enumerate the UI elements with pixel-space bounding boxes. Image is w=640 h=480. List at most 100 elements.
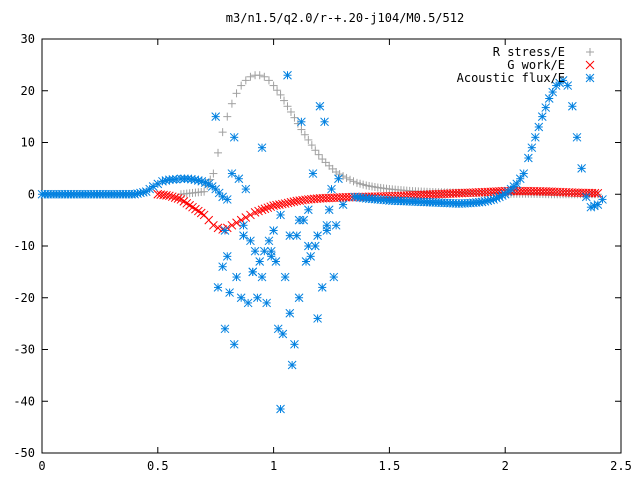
data-point: [234, 174, 244, 184]
data-point: [246, 236, 255, 246]
data-point: [593, 200, 603, 209]
data-point: [213, 223, 223, 233]
data-point: [278, 329, 288, 339]
data-point: [563, 81, 573, 90]
data-point: [190, 175, 200, 185]
data-point: [260, 204, 270, 214]
legend-label: Acoustic flux/E: [457, 71, 565, 85]
data-point: [598, 195, 607, 204]
data-point: [253, 293, 262, 303]
x-tick-label: 1: [270, 459, 277, 473]
data-point: [311, 146, 320, 155]
data-point: [243, 298, 253, 308]
data-point: [229, 132, 239, 142]
data-point: [276, 404, 285, 414]
data-point: [264, 76, 273, 85]
data-point: [165, 191, 174, 201]
data-point: [167, 192, 177, 202]
data-point: [227, 169, 237, 178]
plot-area: 0 0.5 1 1.5 2 2.5 30 20 10 0 -10 -20 -30 -40 -50: [13, 32, 632, 473]
data-point: [162, 191, 171, 200]
data-point: [317, 283, 327, 292]
data-point: [271, 257, 281, 266]
data-point: [241, 184, 251, 194]
data-point: [257, 272, 267, 282]
data-point: [314, 150, 323, 159]
data-point: [273, 86, 282, 95]
data-point: [334, 174, 343, 184]
data-point: [260, 72, 269, 81]
data-point: [313, 231, 322, 241]
data-point: [297, 117, 306, 127]
y-tick-label: -30: [13, 343, 35, 357]
y-tick-label: 10: [21, 136, 35, 150]
data-point: [581, 192, 591, 202]
data-point: [222, 195, 232, 204]
data-point: [537, 112, 547, 121]
data-point: [530, 132, 540, 142]
data-point: [306, 251, 316, 261]
data-point: [321, 158, 330, 167]
data-point: [286, 197, 296, 207]
data-point: [246, 72, 255, 81]
data-point: [213, 283, 223, 292]
data-point: [236, 293, 246, 303]
data-point: [307, 141, 316, 150]
data-point: [225, 288, 234, 297]
data-point: [292, 231, 302, 241]
data-point: [310, 241, 320, 251]
y-tick-label: 30: [21, 32, 35, 46]
data-point: [283, 198, 293, 208]
y-tick-label: -20: [13, 291, 35, 305]
data-point: [290, 339, 299, 349]
data-point: [283, 70, 292, 80]
x-tick-label: 0.5: [147, 459, 169, 473]
data-point: [285, 231, 295, 241]
data-point: [320, 117, 329, 127]
data-point: [227, 99, 236, 108]
data-point: [266, 202, 276, 212]
data-point: [220, 324, 230, 334]
data-point: [263, 203, 273, 213]
data-point: [541, 103, 551, 112]
data-point: [329, 272, 339, 282]
data-point: [232, 272, 241, 282]
data-point: [220, 226, 230, 235]
data-point: [209, 220, 218, 230]
data-point: [577, 164, 586, 173]
data-point: [211, 112, 221, 121]
data-point: [218, 262, 228, 272]
data-point: [297, 125, 306, 134]
y-tick-label: -50: [13, 446, 35, 460]
data-point: [324, 205, 334, 215]
data-point: [519, 169, 529, 178]
data-point: [232, 89, 241, 98]
legend-marker: [585, 73, 595, 83]
data-point: [173, 194, 183, 203]
data-point: [214, 148, 223, 157]
data-point: [290, 113, 299, 122]
data-point: [342, 173, 351, 182]
data-point: [303, 241, 313, 251]
legend-label: R stress/E: [493, 45, 565, 59]
data-point: [534, 122, 544, 132]
data-point: [287, 360, 297, 370]
data-point: [257, 143, 267, 153]
data-point: [246, 210, 255, 220]
data-point: [269, 81, 278, 90]
data-point: [280, 272, 290, 282]
data-point: [304, 135, 313, 144]
data-point: [239, 220, 248, 230]
chart-title: m3/n1.5/q2.0/r-+.20-j104/M0.5/512: [226, 11, 464, 25]
data-point: [294, 293, 304, 303]
data-point: [262, 298, 272, 308]
y-tick-label: -10: [13, 239, 35, 253]
data-point: [338, 200, 348, 209]
data-point: [590, 188, 600, 198]
data-point: [276, 210, 285, 220]
data-point: [248, 267, 258, 277]
data-point: [229, 339, 239, 349]
data-point: [322, 220, 332, 230]
